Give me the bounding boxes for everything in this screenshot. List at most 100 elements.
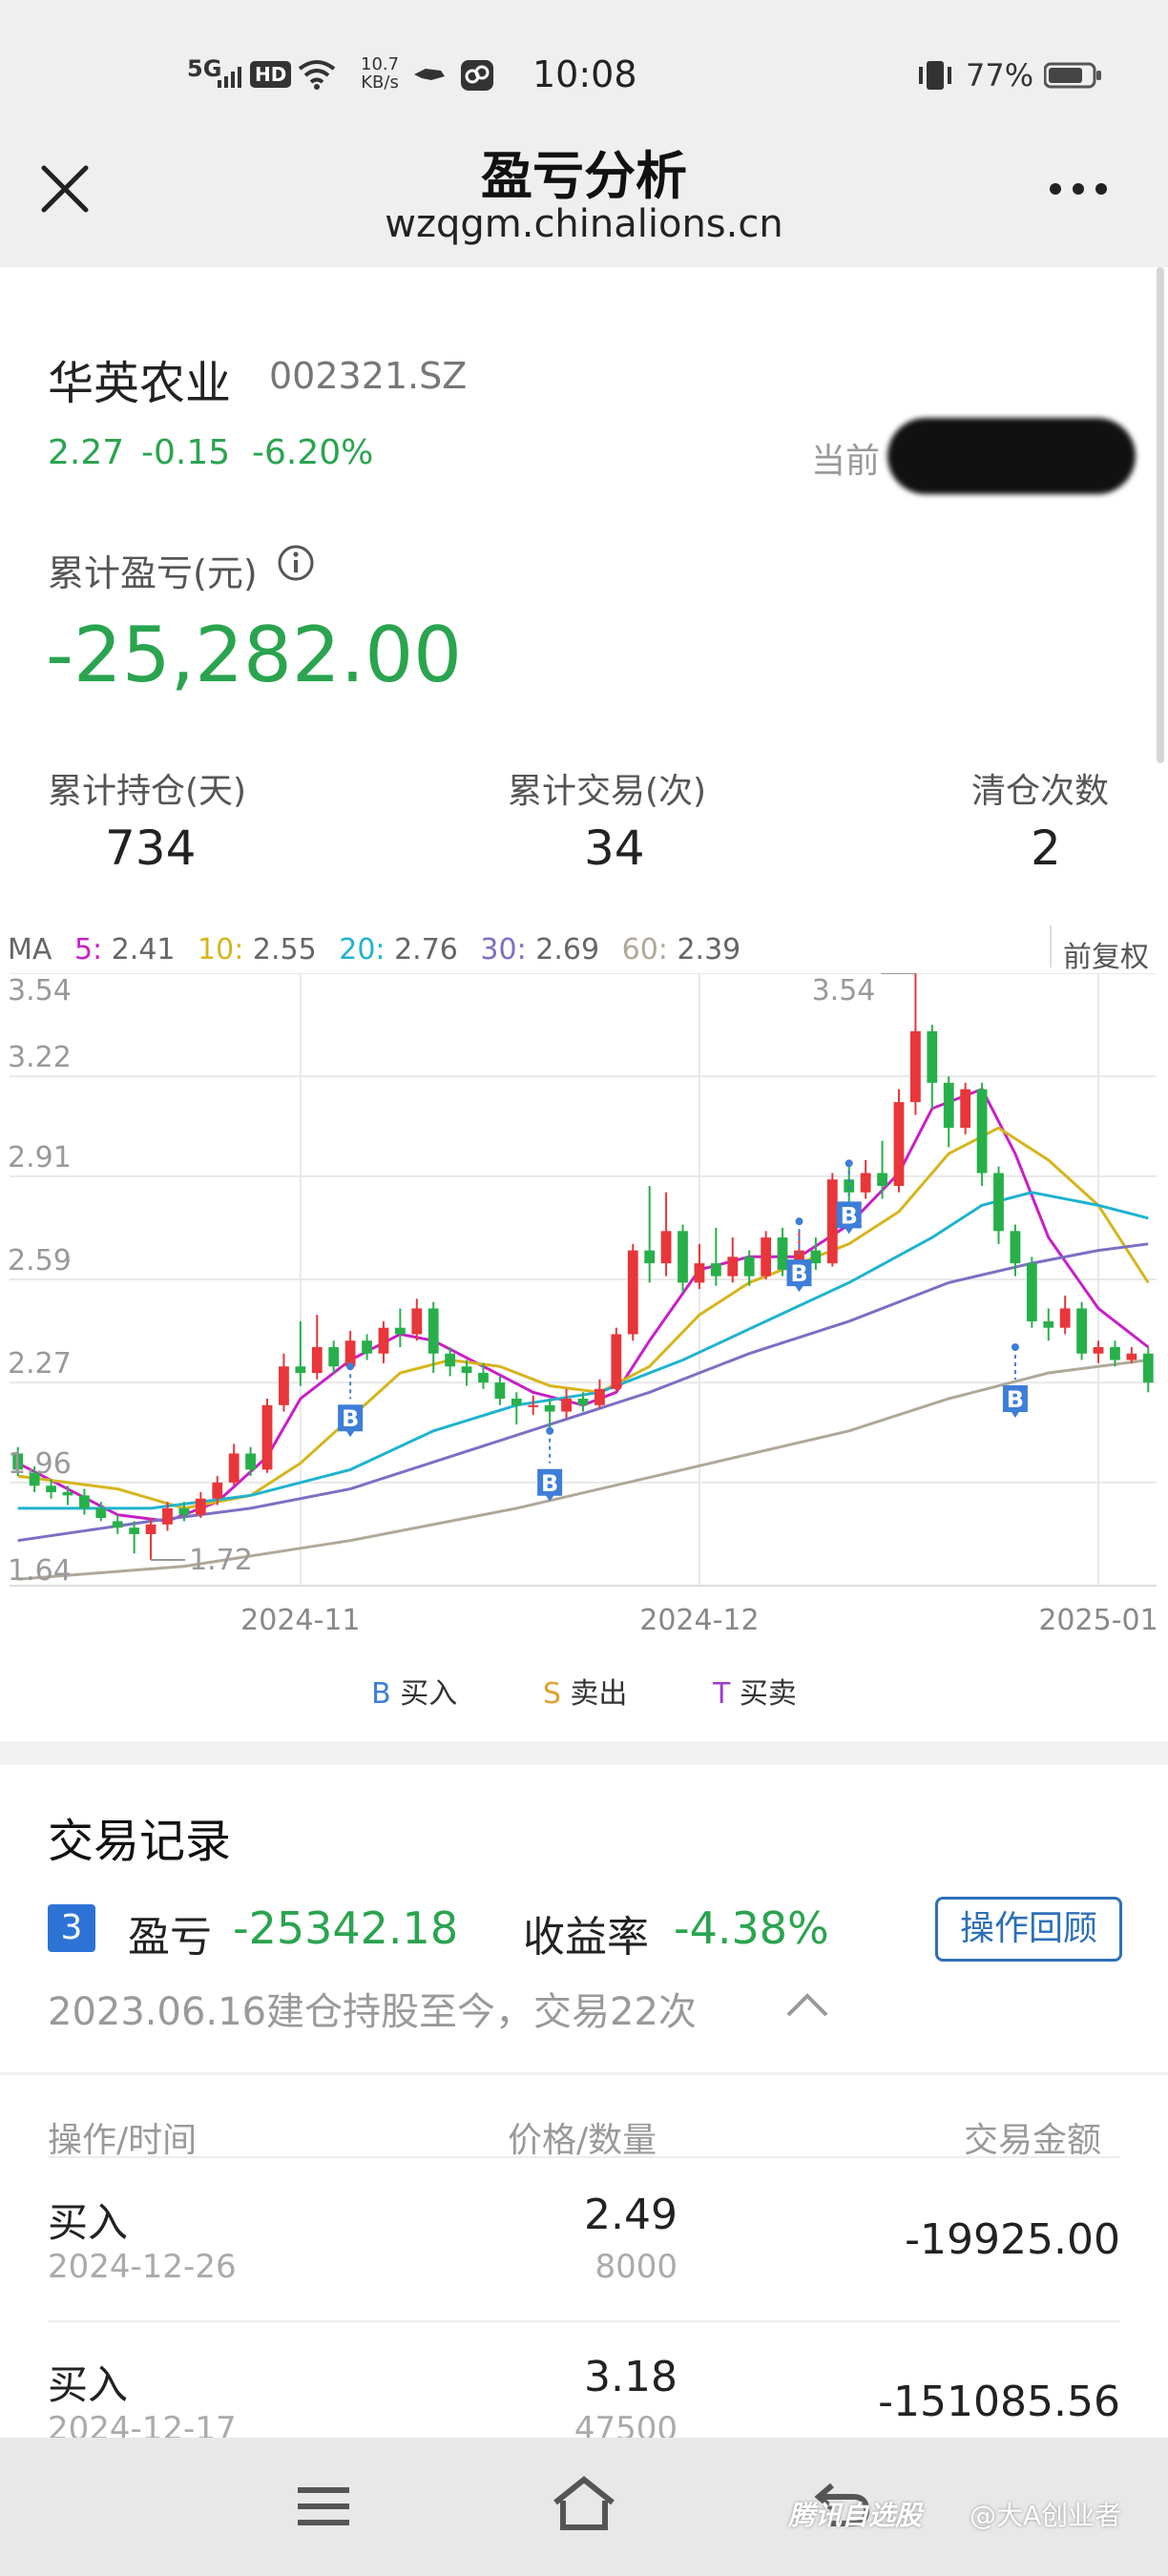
candlestick-chart[interactable]: B B B B B 3.54 3.22 2.91 2.59 2.27 1.96 1.64 2024-1… xyxy=(0,973,1168,1660)
candle-body xyxy=(411,1308,423,1335)
scrollbar[interactable] xyxy=(1157,267,1164,763)
candle xyxy=(12,1446,24,1477)
legend-label-trade: 买卖 xyxy=(739,1677,797,1711)
candle-body xyxy=(12,1453,24,1470)
round-pnl-label: 盈亏 xyxy=(128,1913,212,1962)
more-options-icon[interactable] xyxy=(1048,181,1109,200)
candle xyxy=(594,1379,605,1409)
candle xyxy=(178,1502,190,1522)
stat-label-holding-days: 累计持仓(天) xyxy=(48,772,247,811)
buy-marker-badge xyxy=(338,1404,364,1438)
candle-body xyxy=(611,1334,622,1389)
legend-label-sell: 卖出 xyxy=(570,1677,628,1711)
back-icon[interactable] xyxy=(813,2480,870,2533)
trade-action: 买入 xyxy=(48,2199,129,2246)
candle xyxy=(212,1476,223,1506)
candle-body xyxy=(777,1237,788,1270)
page-domain: wzqgm.chinalions.cn xyxy=(385,202,783,246)
y-tick-label: 1.64 xyxy=(8,1554,72,1588)
menu-icon[interactable] xyxy=(298,2485,349,2531)
candle xyxy=(1110,1340,1120,1367)
candle xyxy=(245,1446,256,1477)
candle-body xyxy=(1026,1263,1037,1321)
candle xyxy=(727,1237,739,1283)
candle xyxy=(544,1399,555,1431)
candle-body xyxy=(1076,1308,1088,1354)
candle-body xyxy=(279,1366,289,1405)
network-indicator: 5G xyxy=(187,55,222,82)
buy-marker-badge xyxy=(836,1201,862,1235)
chevron-up-icon[interactable] xyxy=(784,1990,830,2023)
ma5-key: 5 xyxy=(73,933,94,966)
info-icon[interactable] xyxy=(277,544,315,586)
candle-body xyxy=(245,1453,256,1470)
candle-body xyxy=(678,1231,688,1283)
candle-body xyxy=(1142,1353,1154,1383)
x-tick-label: 2024-11 xyxy=(240,1604,360,1637)
candle xyxy=(993,1166,1004,1244)
replay-button[interactable]: 操作回顾 xyxy=(935,1897,1122,1962)
chart-legend: B 买入 S 卖出 T 买卖 xyxy=(0,1670,1168,1712)
candle-body xyxy=(228,1453,240,1483)
candle-body xyxy=(295,1366,306,1373)
candle xyxy=(279,1353,289,1412)
candle-body xyxy=(461,1366,472,1373)
ma30-key: 30 xyxy=(480,933,517,966)
buy-marker: B xyxy=(537,1426,563,1502)
candle xyxy=(411,1298,423,1341)
candle xyxy=(162,1502,173,1531)
candle-body xyxy=(727,1257,739,1277)
low-price-label: 1.72 xyxy=(189,1544,253,1577)
candle-body xyxy=(893,1102,905,1187)
candle-body xyxy=(344,1340,356,1367)
candle xyxy=(910,973,921,1115)
candle xyxy=(860,1159,871,1199)
candle-body xyxy=(810,1250,822,1264)
candle-body xyxy=(644,1250,656,1264)
col-header-price-qty: 价格/数量 xyxy=(508,2121,657,2160)
trade-amount: -151085.56 xyxy=(878,2378,1120,2426)
stat-label-trade-count: 累计交易(次) xyxy=(508,772,707,811)
page-title: 盈亏分析 xyxy=(481,146,687,206)
candle-body xyxy=(1043,1320,1054,1328)
candle xyxy=(660,1192,672,1277)
buy-marker-dot xyxy=(546,1426,554,1435)
notification-icon xyxy=(412,63,447,90)
battery-percent: 77% xyxy=(966,57,1034,93)
price-adjust-toggle[interactable]: 前复权 xyxy=(1063,941,1149,974)
candle xyxy=(810,1237,822,1270)
round-yield-value: -4.38% xyxy=(674,1902,829,1954)
candle xyxy=(1126,1346,1137,1363)
buy-marker-badge xyxy=(1002,1384,1028,1418)
stock-name: 华英农业 xyxy=(48,357,232,410)
candle xyxy=(461,1360,472,1386)
candle xyxy=(129,1521,140,1554)
candle xyxy=(428,1301,439,1373)
candle xyxy=(1043,1308,1054,1341)
candle xyxy=(1093,1340,1104,1363)
candle xyxy=(644,1186,656,1283)
buy-marker: B xyxy=(1002,1342,1028,1418)
legend-symbol-trade: T xyxy=(712,1677,731,1711)
trade-amount: -19925.00 xyxy=(905,2215,1120,2264)
candle-body xyxy=(976,1089,988,1174)
round-pnl-value: -25342.18 xyxy=(233,1902,459,1954)
buy-marker-label: B xyxy=(541,1470,558,1497)
candle-body xyxy=(561,1399,572,1412)
candle-body xyxy=(145,1524,156,1534)
candle xyxy=(195,1492,206,1519)
candle xyxy=(927,1025,938,1109)
candle-body xyxy=(960,1089,971,1129)
close-icon[interactable] xyxy=(38,162,92,219)
ma30-value: 2.69 xyxy=(535,933,600,966)
battery-icon xyxy=(1043,61,1103,93)
y-tick-label: 1.96 xyxy=(8,1447,72,1481)
ma60-key: 60 xyxy=(621,933,658,966)
candle-body xyxy=(993,1173,1004,1232)
stock-change-pct: -6.20% xyxy=(252,433,374,472)
trade-records-card: 交易记录 3 盈亏 -25342.18 收益率 -4.38% 操作回顾 2023… xyxy=(0,1765,1168,2448)
high-price-label: 3.54 xyxy=(812,974,876,1008)
home-icon[interactable] xyxy=(552,2476,616,2535)
system-nav-bar: 腾讯自选股 @大A创业者 xyxy=(0,2438,1168,2576)
candle xyxy=(295,1320,306,1386)
